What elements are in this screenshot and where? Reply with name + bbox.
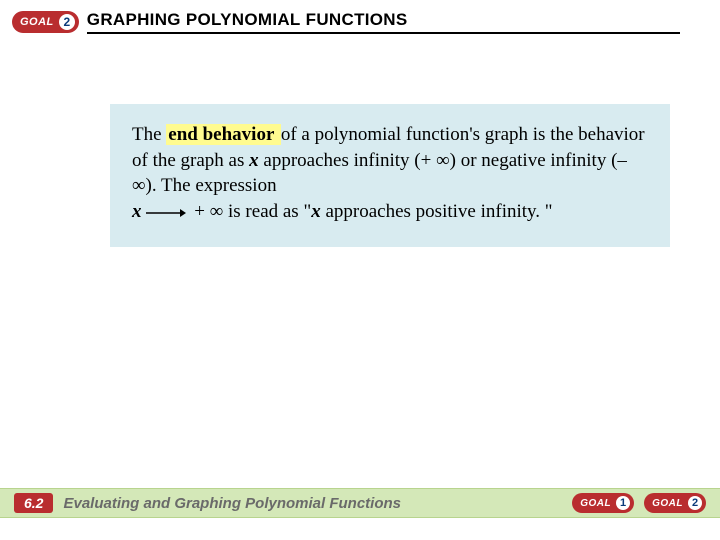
title-wrap: GRAPHING POLYNOMIAL FUNCTIONS [87,10,720,34]
header: GOAL 2 GRAPHING POLYNOMIAL FUNCTIONS [0,0,720,34]
var-x: x [249,150,259,171]
goal-number: 2 [59,14,75,30]
footer-bar: 6.2 Evaluating and Graphing Polynomial F… [0,488,720,518]
text: approaches positive infinity. " [321,201,553,222]
text: The [132,124,166,145]
goal-badge-header: GOAL 2 [12,11,79,33]
arrow-icon [146,200,186,226]
section-badge: 6.2 [14,493,53,513]
highlight-term: end behavior [166,124,281,145]
definition-box: The end behavior of a polynomial functio… [110,104,670,247]
goal-number: 2 [688,496,702,510]
goal-label: GOAL [20,16,54,28]
var-x: x [311,201,321,222]
goal-badge-1[interactable]: GOAL 1 [572,493,634,513]
page-title: GRAPHING POLYNOMIAL FUNCTIONS [87,10,680,34]
footer-title: Evaluating and Graphing Polynomial Funct… [63,495,562,512]
goal-label: GOAL [652,498,683,509]
goal-label: GOAL [580,498,611,509]
goal-number: 1 [616,496,630,510]
var-x: x [132,201,142,222]
text: + ∞ is read as " [190,201,312,222]
goal-badge-2[interactable]: GOAL 2 [644,493,706,513]
